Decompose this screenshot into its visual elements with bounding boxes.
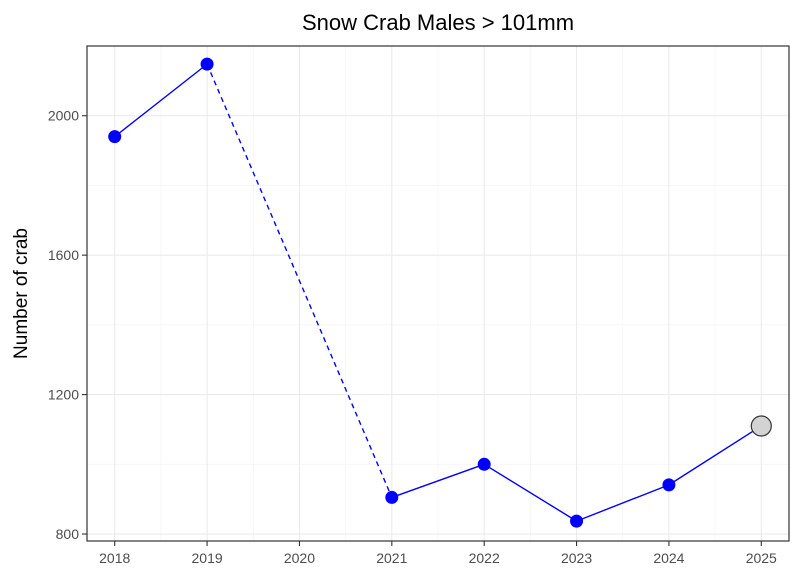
x-tick-label: 2020 xyxy=(284,550,315,566)
major-gridlines xyxy=(87,46,789,541)
x-tick-label: 2022 xyxy=(469,550,500,566)
series-points xyxy=(108,57,772,528)
y-axis: 800 1200 1600 2000 xyxy=(48,108,87,542)
x-tick-label: 2021 xyxy=(376,550,407,566)
series-segment xyxy=(576,484,670,522)
x-tick-label: 2018 xyxy=(99,550,130,566)
panel-border xyxy=(86,45,790,542)
data-point xyxy=(570,514,584,528)
series-segment xyxy=(114,63,208,138)
series-lines xyxy=(114,63,762,522)
minor-gridlines xyxy=(87,45,789,541)
x-tick-label: 2024 xyxy=(653,550,684,566)
highlight-point xyxy=(750,415,772,437)
data-point xyxy=(477,457,491,471)
x-tick-label: 2019 xyxy=(192,550,223,566)
y-tick-label: 800 xyxy=(56,526,80,542)
series-segment xyxy=(668,425,762,486)
series-gap-segment xyxy=(206,63,393,498)
data-point xyxy=(108,130,122,144)
data-point xyxy=(662,478,676,492)
y-axis-title: Number of crab xyxy=(11,228,32,359)
x-tick-label: 2023 xyxy=(561,550,592,566)
x-tick-label: 2025 xyxy=(746,550,777,566)
chart-title: Snow Crab Males > 101mm xyxy=(302,10,574,35)
series-segment xyxy=(483,463,577,522)
y-tick-label: 1600 xyxy=(48,247,79,263)
y-tick-label: 1200 xyxy=(48,387,79,403)
y-tick-label: 2000 xyxy=(48,108,79,124)
x-axis: 2018 2019 2020 2021 2022 2023 2024 2025 xyxy=(99,541,777,566)
series-segment xyxy=(391,463,485,499)
data-point xyxy=(200,57,214,71)
data-point xyxy=(385,490,399,504)
